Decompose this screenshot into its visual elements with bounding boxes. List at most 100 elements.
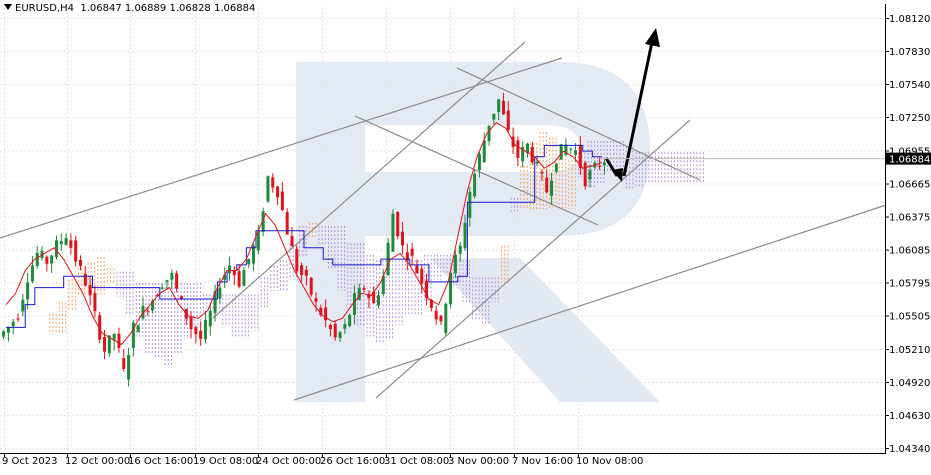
price-tick-label: 1.07250 [889,113,930,124]
candle-body [151,300,155,311]
candle-body [516,140,520,158]
candle-body [434,310,438,320]
candle-body [506,110,510,130]
candle-body [179,296,183,300]
grid [0,4,885,453]
candle-body [463,222,467,249]
candle-body [501,100,505,115]
candle-body [112,333,116,341]
candle-body [492,113,496,120]
candle-body [372,291,376,304]
candle-body [578,144,582,168]
candle-body [237,271,241,287]
symbol-label: EURUSD,H4 [15,3,75,14]
trend-line [293,204,887,401]
candle-body [564,144,568,155]
candle-body [324,307,328,321]
candle-body [208,310,212,327]
candle-body [30,265,34,282]
candle-body [554,163,558,172]
candle-body [170,272,174,280]
time-tick-label: 7 Nov 16:00 [512,456,573,467]
candle-body [6,327,10,333]
candle-body [477,154,481,171]
candle-body [405,252,409,261]
tenkan-line [5,122,603,346]
candle-body [223,274,227,280]
candle-body [309,277,313,295]
candle-body [319,307,323,316]
candle-body [45,256,49,264]
price-tick-label: 1.05795 [889,278,930,289]
candle-body [160,287,164,289]
trend-line [354,115,599,226]
candle-body [261,211,265,232]
candle-body [127,354,131,380]
current-price-marker: 1.06884 [600,152,931,166]
candle-body [521,147,525,162]
candle-body [290,235,294,247]
candle-body [497,99,501,113]
candle-body [410,248,414,256]
candle-body [228,265,231,274]
candle-body [444,303,448,334]
watermark-logo [296,62,660,402]
candle-body [391,213,395,252]
candle-body [199,330,203,339]
ohlc-values: 1.06847 1.06889 1.06828 1.06884 [80,3,256,14]
time-tick-label: 24 Oct 00:00 [256,456,321,467]
trend-line [456,67,701,181]
candle-body [203,319,207,340]
candle-body [64,237,68,245]
candle-body [131,322,135,348]
dropdown-triangle-icon[interactable] [4,4,12,10]
candle-body [588,170,592,180]
candle-body [526,143,529,154]
price-tick-label: 1.06085 [889,245,930,256]
time-tick-label: 16 Oct 16:00 [128,456,193,467]
candle-body [545,177,549,193]
candle-body [295,248,299,272]
candle-body [328,324,332,330]
kijun-line [6,144,602,328]
candle-body [252,245,256,264]
candle-body [598,165,602,167]
candle-body [69,240,73,248]
candle-body [247,258,251,265]
candle-body [300,265,304,276]
candle-body [54,240,58,258]
candle-body [357,288,361,300]
candle-body [50,255,54,264]
candle-body [343,324,347,329]
candle-body [194,327,198,335]
candle-body [468,191,472,218]
candle-body [285,212,289,235]
indicator-lines [5,122,603,346]
candle-body [574,150,578,155]
price-tick-label: 1.06375 [889,213,930,224]
candle-body [348,314,352,326]
candle-body [453,254,457,274]
candle-body [304,269,308,276]
candle-body [21,299,25,312]
candle-body [377,295,380,306]
current-price-label: 1.06884 [889,155,930,166]
candle-body [276,186,280,198]
candle-body [550,180,554,196]
candle-body [103,336,107,352]
chart-header: EURUSD,H4 1.06847 1.06889 1.06828 1.0688… [4,3,255,14]
candle-body [165,280,169,283]
candle-body [232,270,236,276]
candle-body [449,272,453,305]
forecast-arrowhead-down [612,168,623,182]
price-tick-label: 1.07540 [889,80,930,91]
candle-body [338,332,342,339]
time-tick-label: 26 Oct 16:00 [320,456,385,467]
candle-body [98,315,102,340]
candle-body [401,231,405,246]
trend-lines [0,41,887,401]
candle-body [242,270,246,287]
candle-body [458,245,462,254]
